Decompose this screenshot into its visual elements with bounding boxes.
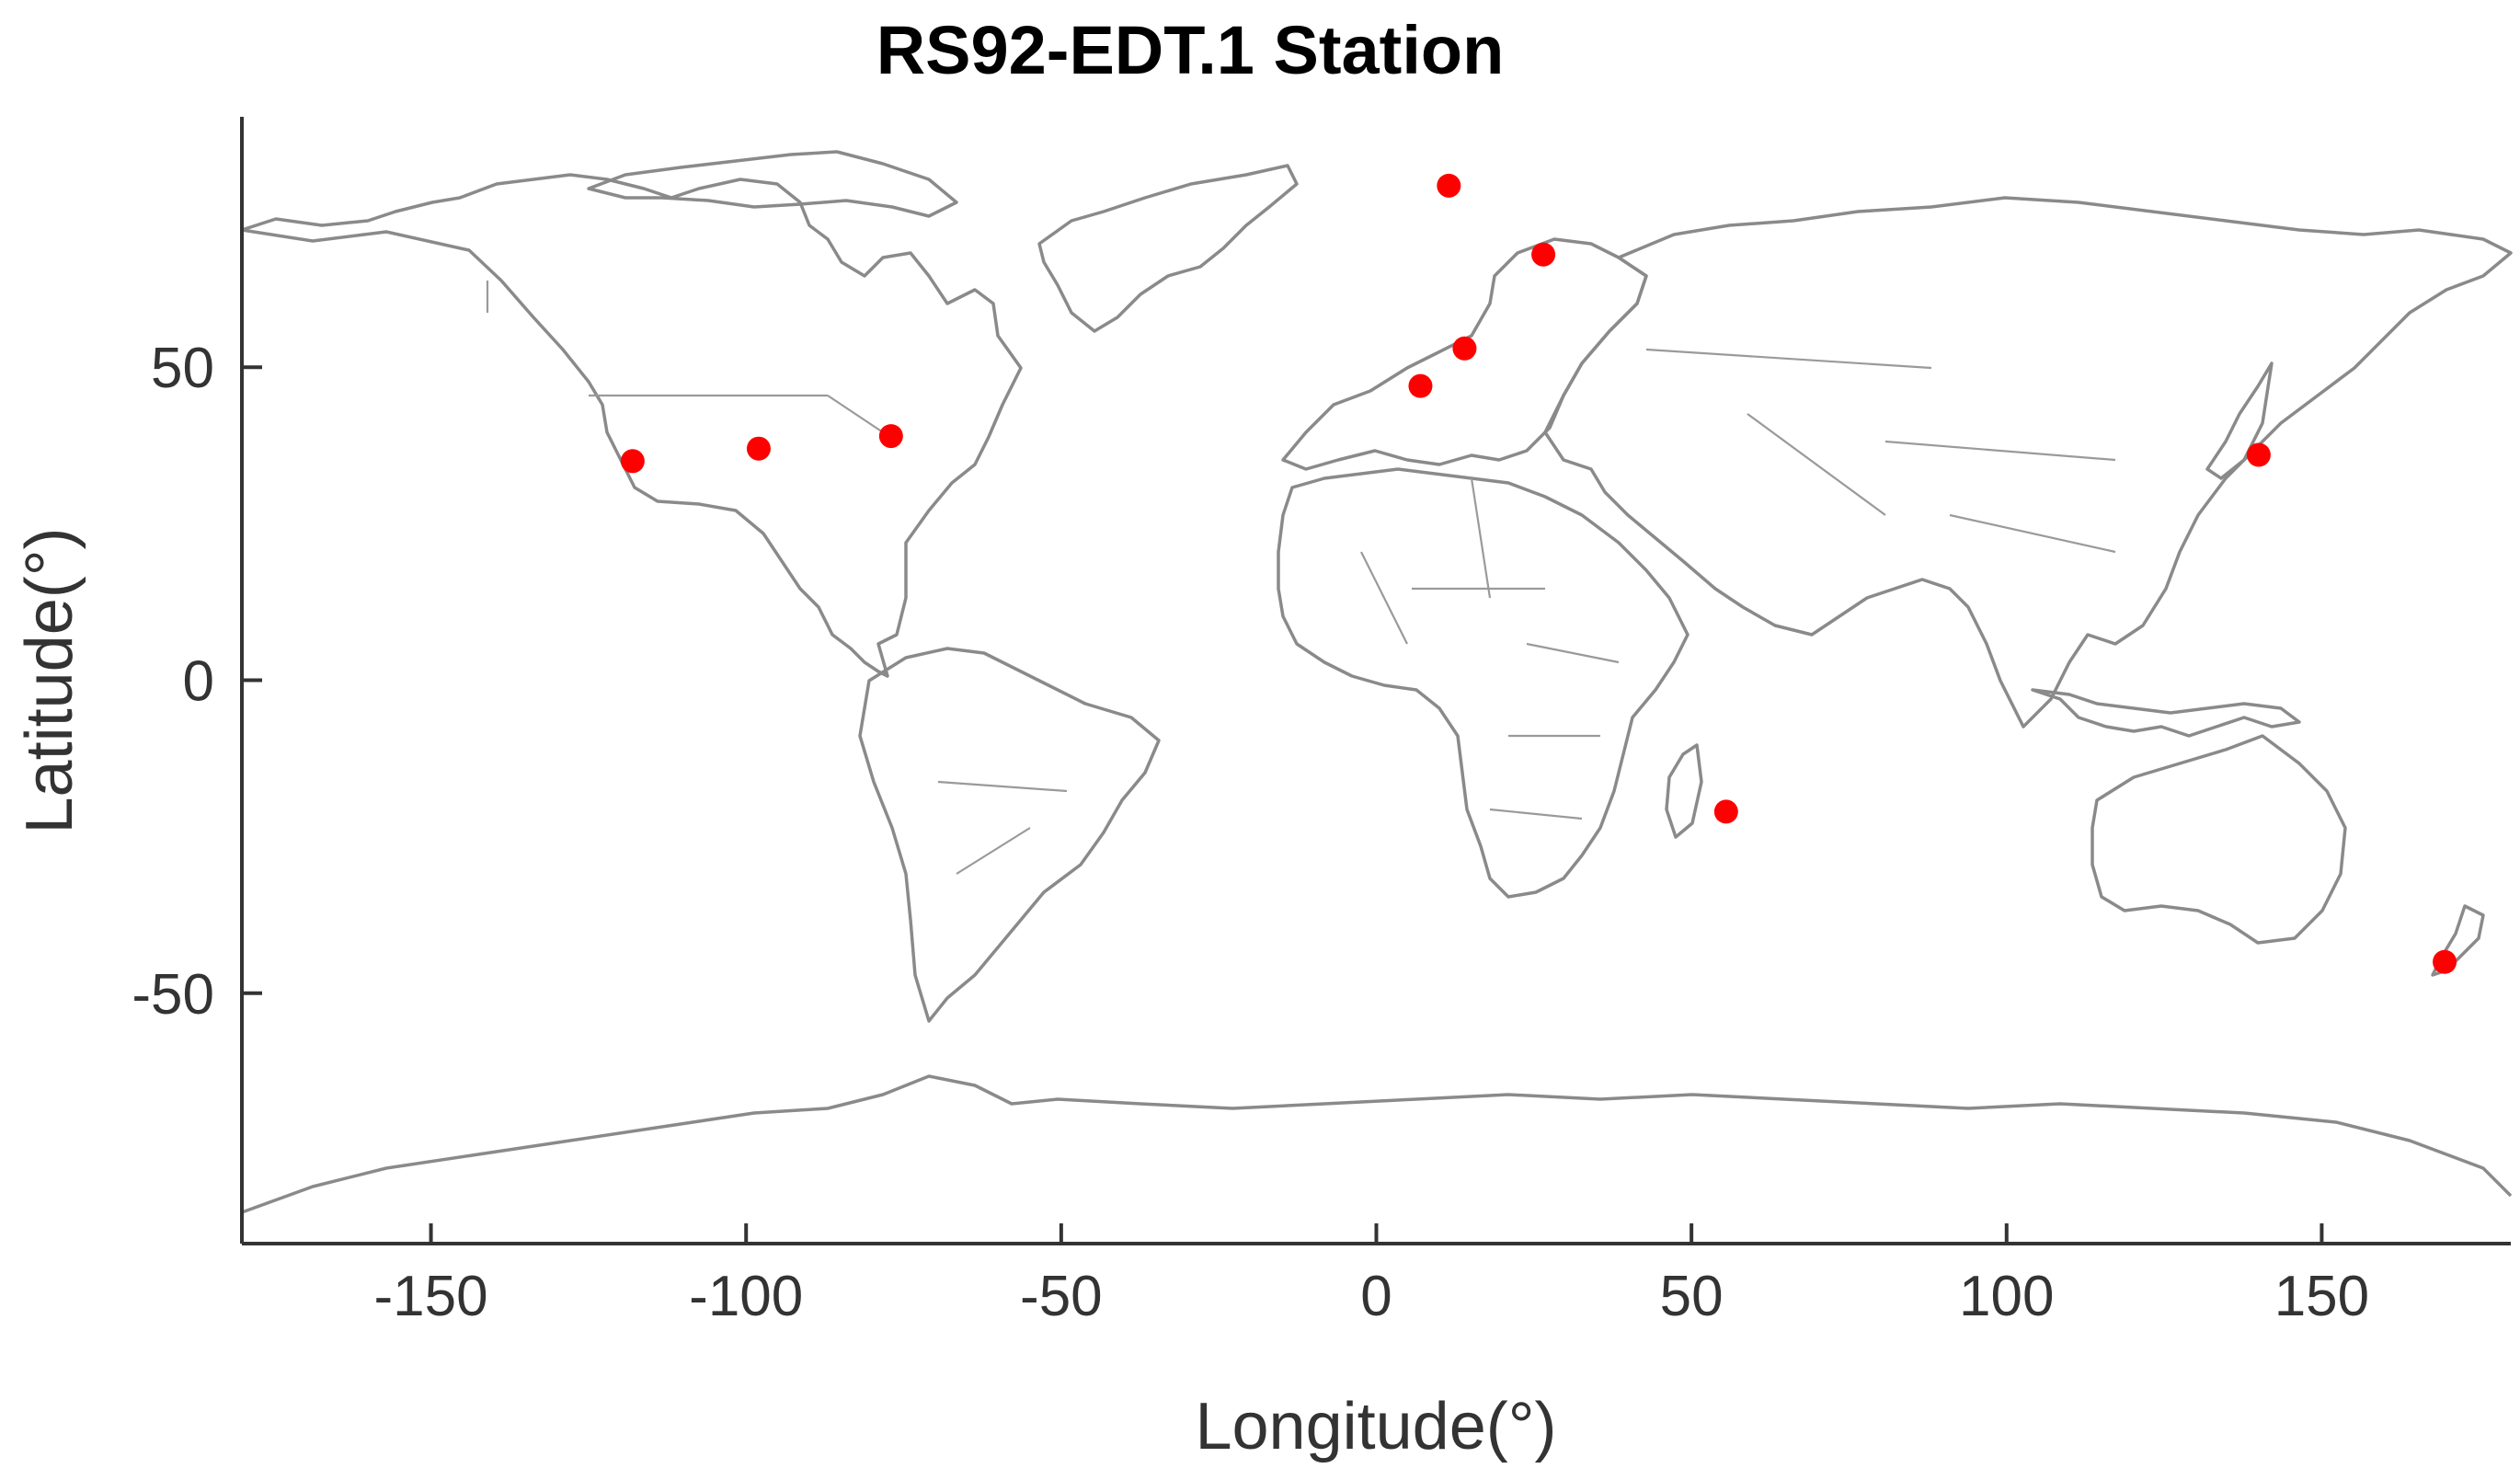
station-point <box>1408 373 1433 398</box>
madagascar-coastline <box>1665 743 1703 839</box>
station-point <box>878 424 903 449</box>
australia-coastline <box>2090 734 2347 945</box>
x-tick-label: -100 <box>689 1265 803 1328</box>
y-tick-label: 50 <box>151 337 214 400</box>
station-point <box>1713 799 1738 824</box>
station-markers <box>620 173 2457 974</box>
station-point <box>1531 242 1556 267</box>
station-point <box>1452 336 1477 361</box>
x-tick-label: 0 <box>1360 1265 1392 1328</box>
africa-coastline <box>1277 467 1690 899</box>
x-tick-label: 150 <box>2274 1265 2369 1328</box>
y-tick-label: -50 <box>132 963 214 1027</box>
station-point <box>1437 173 1461 198</box>
x-tick-label: -50 <box>1020 1265 1103 1328</box>
japan-coastline <box>2205 361 2274 480</box>
canadian-arctic-islands <box>587 150 958 218</box>
x-axis-label: Longitude(°) <box>1195 1390 1556 1463</box>
station-point <box>746 436 771 461</box>
south-america-coastline <box>858 647 1161 1023</box>
greenland-coastline <box>1037 164 1299 333</box>
north-america-coastline <box>240 173 1023 678</box>
y-ticks: -50 0 50 <box>132 337 262 1027</box>
y-axis-label: Latitude(°) <box>13 528 86 834</box>
x-tick-label: 100 <box>1959 1265 2054 1328</box>
chart-title: RS92-EDT.1 Station <box>876 12 1505 88</box>
country-borders <box>486 281 2116 875</box>
x-tick-label: 50 <box>1660 1265 1724 1328</box>
station-point <box>2246 442 2271 467</box>
y-tick-label: 0 <box>183 650 214 714</box>
x-tick-label: -150 <box>374 1265 488 1328</box>
world-basemap <box>240 150 2513 1214</box>
plot-axes <box>240 117 2511 1245</box>
station-point <box>620 449 645 474</box>
indonesia-coastline <box>2031 688 2301 738</box>
asia-coastline <box>1543 196 2513 729</box>
antarctica-coastline <box>241 1074 2513 1214</box>
x-ticks: -150 -100 -50 0 50 100 150 <box>374 1223 2369 1328</box>
station-point <box>2433 949 2457 974</box>
